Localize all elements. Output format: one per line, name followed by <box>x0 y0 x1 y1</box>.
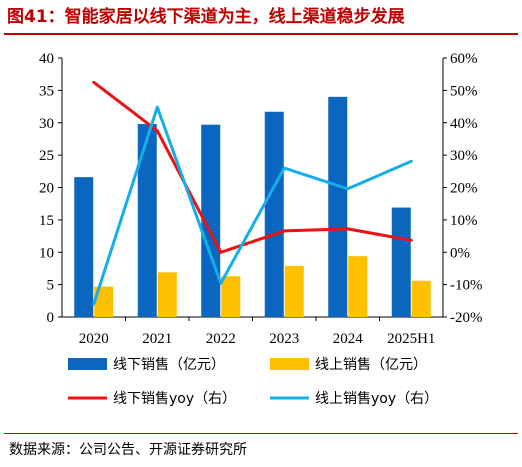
x-axis-tick-label: 2025H1 <box>387 331 435 347</box>
chart-bars <box>74 96 431 318</box>
footer-divider <box>4 433 518 434</box>
right-axis-tick-label: -10% <box>450 278 483 294</box>
legend-online-sales-swatch <box>270 358 309 370</box>
legend-online-sales-label: 线上销售（亿元） <box>315 357 427 373</box>
legend-offline-sales-label: 线下销售（亿元） <box>113 357 225 373</box>
right-axis-tick-label: 10% <box>450 213 478 229</box>
left-axis-tick-label: 20 <box>39 181 54 197</box>
x-axis-tick-label: 2022 <box>206 331 236 347</box>
title-divider <box>4 33 518 35</box>
online-sales-bar <box>348 256 368 317</box>
left-axis-tick-label: 30 <box>39 116 54 132</box>
right-axis-tick-label: -20% <box>450 310 483 326</box>
source-note: 数据来源：公司公告、开源证券研究所 <box>9 442 247 458</box>
right-axis-tick-label: 40% <box>450 116 478 132</box>
chart-axes: 0 5 10 15 20 25 30 35 40 -20% -10% 0% 10% 20% 30% 40% 50… <box>39 51 483 347</box>
online-sales-bar <box>284 265 304 317</box>
online-sales-bar <box>157 272 177 317</box>
right-axis-tick-label: 0% <box>450 245 470 261</box>
left-axis-tick-label: 0 <box>47 310 55 326</box>
left-axis-tick-label: 15 <box>39 213 54 229</box>
legend-offline-sales-swatch <box>68 358 107 370</box>
right-axis-tick-label: 50% <box>450 83 478 99</box>
x-axis-tick-label: 2024 <box>333 331 364 347</box>
left-axis-tick-label: 40 <box>39 51 54 67</box>
right-axis-tick-label: 30% <box>450 148 478 164</box>
online-sales-bar <box>411 280 431 317</box>
left-axis-tick-label: 5 <box>47 278 55 294</box>
offline-sales-bar <box>74 177 94 317</box>
offline-sales-bar <box>391 207 411 317</box>
chart-legend: 线下销售（亿元） 线上销售（亿元） 线下销售yoy（右） 线上销售yoy（右） <box>68 357 438 407</box>
offline-sales-bar <box>264 111 284 318</box>
x-axis-tick-label: 2020 <box>79 331 109 347</box>
left-axis-tick-label: 25 <box>39 148 54 164</box>
online-yoy-line <box>92 105 413 306</box>
left-axis-tick-label: 10 <box>39 245 54 261</box>
offline-sales-bar <box>328 96 348 317</box>
left-axis-tick-label: 35 <box>39 83 54 99</box>
online-sales-bar <box>94 286 114 317</box>
chart-lines <box>92 80 413 306</box>
offline-sales-bar <box>137 124 157 317</box>
x-axis-tick-label: 2023 <box>269 331 299 347</box>
chart-title: 图41：智能家居以线下渠道为主，线上渠道稳步发展 <box>7 7 405 27</box>
legend-offline-yoy-label: 线下销售yoy（右） <box>113 391 236 407</box>
right-axis-tick-label: 20% <box>450 181 478 197</box>
offline-yoy-line <box>92 80 413 254</box>
right-axis-tick-label: 60% <box>450 51 478 67</box>
x-axis-tick-label: 2021 <box>142 331 172 347</box>
online-sales-bar <box>221 276 241 317</box>
legend-online-yoy-label: 线上销售yoy（右） <box>315 391 438 407</box>
